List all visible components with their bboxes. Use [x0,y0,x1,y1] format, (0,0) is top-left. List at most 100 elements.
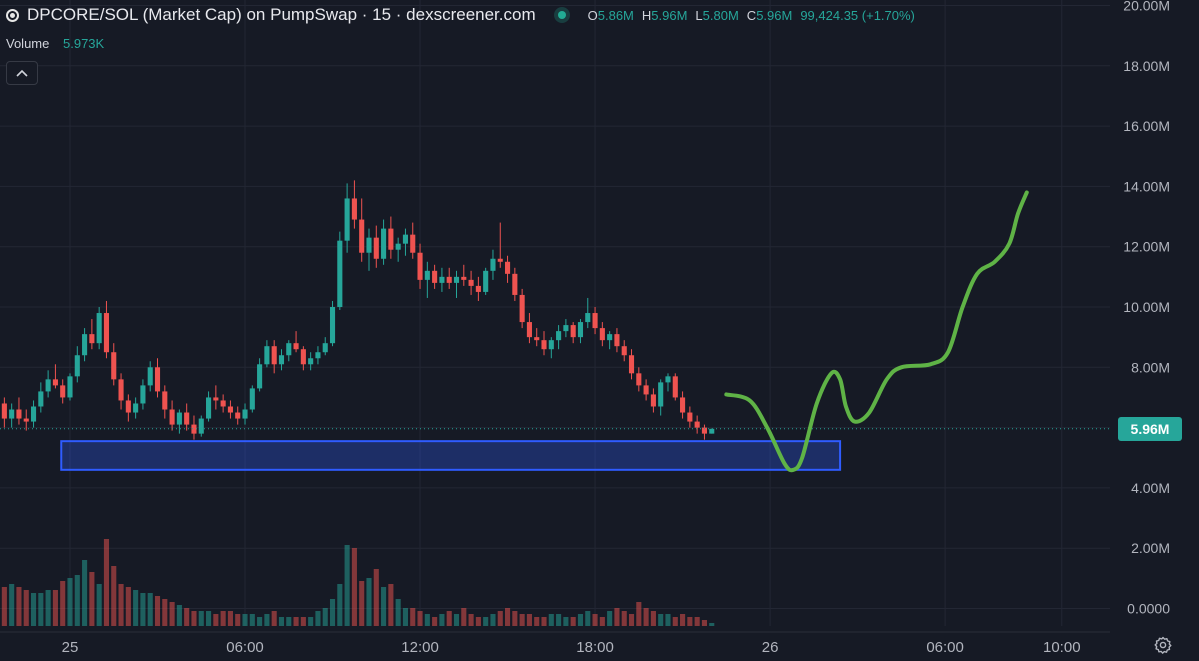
candle-body [213,397,219,401]
candle-body [322,343,328,353]
candle-body [680,397,686,413]
volume-bar [373,569,379,626]
volume-bar [140,593,146,626]
volume-bar [169,602,175,626]
y-tick-label: 4.00M [1131,480,1170,496]
volume-bar [359,581,365,626]
x-tick-label: 12:00 [401,639,439,656]
candle-body [52,379,58,386]
volume-bar [577,614,584,626]
candle-body [432,270,438,283]
candle-body [206,397,212,419]
volume-bar [585,611,591,626]
volume-bar [650,611,656,626]
volume-bar [96,584,102,626]
candle-body [271,346,277,365]
candle-body [257,364,263,389]
x-axis[interactable]: 25 06:00 12:00 18:00 26 06:00 10:00 [62,639,1081,656]
candlesticks [1,180,715,440]
candle-body [278,355,285,365]
y-tick-label: 14.00M [1123,178,1170,194]
candle-body [541,340,547,350]
projection-path [724,190,1029,473]
volume-bar [534,617,540,626]
support-zone-box [60,440,842,471]
high-label: H [641,7,652,23]
volume-bar [395,599,401,626]
candle-body [351,198,357,220]
volume-bar [1,587,7,626]
volume-bar [658,614,664,626]
low-value: 5.80M [702,7,739,23]
close-value: 5.96M [756,7,793,23]
volume-bar [570,617,576,626]
volume-bar [490,614,496,626]
dexscreener-logo-icon [6,8,19,22]
x-tick-label: 18:00 [576,639,614,656]
candle-body [329,307,336,344]
chart-settings-button[interactable] [1152,634,1174,656]
volume-bar [111,566,117,626]
candle-body [89,334,95,344]
volume-bar [213,614,219,626]
volume-bar [9,584,15,626]
volume-bar [257,617,263,626]
collapse-legend-button[interactable] [6,61,38,85]
volume-bar [176,605,182,626]
volume-bar [461,608,467,626]
candle-body [74,355,80,377]
volume-bar [388,584,394,626]
candle-body [96,313,102,344]
candle-body [658,382,664,407]
candle-body [67,376,73,398]
projection-path-layer [724,190,1029,473]
candle-body [235,412,241,419]
volume-bar [264,614,270,626]
candle-body [125,400,131,413]
candle-body [227,406,233,413]
market-status-icon [557,11,566,19]
candle-body [563,325,569,332]
y-tick-label: 0.0000 [1127,601,1170,617]
volume-bar [614,608,620,626]
volume-bar [337,584,343,626]
y-axis[interactable]: 20.00M 18.00M 16.00M 14.00M 12.00M 10.00M 8.00… [1123,0,1170,617]
volume-bar [118,584,124,626]
x-tick-label: 26 [762,639,779,656]
volume-bar [483,617,489,626]
volume-bar [599,617,605,626]
y-tick-label: 20.00M [1123,0,1170,14]
volume-bar [74,575,80,626]
volume-bar [103,539,110,626]
x-tick-label: 25 [62,639,79,656]
candle-body [468,279,474,286]
candle-body [373,237,379,259]
volume-bar [468,614,474,626]
candle-body [439,276,445,283]
candle-body [242,409,248,419]
y-tick-label: 10.00M [1123,299,1170,315]
candle-body [519,294,525,323]
volume-bar [322,608,328,626]
candle-body [599,328,605,341]
candle-body [176,412,182,425]
candle-body [534,337,540,341]
volume-bar [286,617,292,626]
volume-bar [628,614,635,626]
candle-body [38,391,44,407]
volume-bar [60,581,66,626]
volume-bar [541,617,547,626]
volume-bar [672,617,678,626]
volume-bar [475,617,481,626]
grid-lines [0,0,1110,633]
candle-body [147,367,153,386]
volume-bar [519,614,525,626]
candle-body [475,285,481,292]
volume-bars [1,539,715,626]
volume-bar [67,578,73,626]
volume-bar [52,590,58,626]
candle-body [614,334,620,347]
volume-bar [701,620,707,626]
candle-body [220,400,226,407]
